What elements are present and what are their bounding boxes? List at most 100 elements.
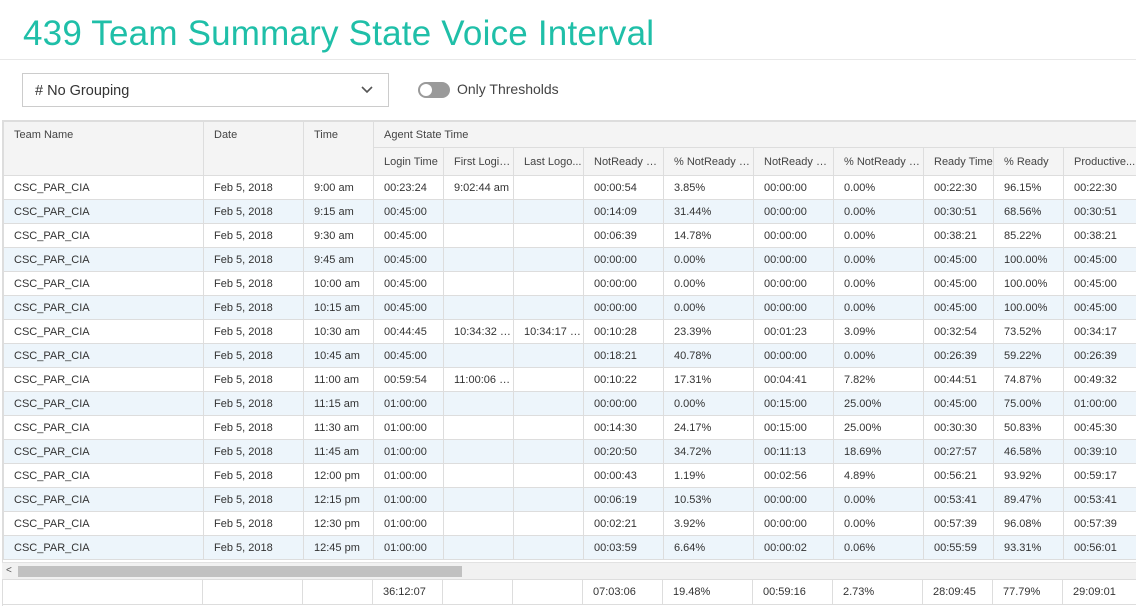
table-cell: 96.08% (994, 512, 1064, 536)
table-cell (444, 464, 514, 488)
table-cell: 0.00% (664, 272, 754, 296)
column-header[interactable]: Login Time (374, 148, 444, 176)
table-cell: 31.44% (664, 200, 754, 224)
column-header[interactable]: First Login... (444, 148, 514, 176)
table-cell: 0.00% (834, 176, 924, 200)
table-cell (514, 176, 584, 200)
column-header[interactable]: Team Name (4, 122, 204, 176)
table-cell: 00:30:51 (924, 200, 994, 224)
table-cell: 11:00 am (304, 368, 374, 392)
table-cell: 7.82% (834, 368, 924, 392)
table-cell: 3.09% (834, 320, 924, 344)
table-cell: 00:45:00 (374, 344, 444, 368)
total-cell (443, 580, 513, 605)
group-header: Agent State Time (374, 122, 1136, 148)
total-cell (203, 580, 303, 605)
column-header[interactable]: NotReady Pr... (754, 148, 834, 176)
table-cell: 00:56:01 (1064, 536, 1136, 560)
table-cell: 00:10:22 (584, 368, 664, 392)
table-cell: 00:00:00 (754, 248, 834, 272)
grouping-dropdown[interactable]: # No Grouping (22, 73, 389, 107)
column-header[interactable]: Productive... (1064, 148, 1136, 176)
column-header[interactable]: % NotReady Pr... (834, 148, 924, 176)
table-cell: Feb 5, 2018 (204, 536, 304, 560)
table-cell: CSC_PAR_CIA (4, 464, 204, 488)
table-cell: 00:44:45 (374, 320, 444, 344)
table-cell: 00:18:21 (584, 344, 664, 368)
table-cell: 12:45 pm (304, 536, 374, 560)
scroll-thumb[interactable] (18, 566, 462, 577)
table-cell: 10:30 am (304, 320, 374, 344)
column-header[interactable]: Date (204, 122, 304, 176)
total-cell: 36:12:07 (373, 580, 443, 605)
table-cell (444, 392, 514, 416)
column-header[interactable]: % Ready (994, 148, 1064, 176)
table-cell: 00:11:13 (754, 440, 834, 464)
table-cell: Feb 5, 2018 (204, 248, 304, 272)
table-cell: 00:00:00 (754, 272, 834, 296)
table-cell: 01:00:00 (374, 512, 444, 536)
column-header[interactable]: Ready Time (924, 148, 994, 176)
column-header[interactable]: NotReady N... (584, 148, 664, 176)
column-header[interactable]: Time (304, 122, 374, 176)
table-cell: 00:23:24 (374, 176, 444, 200)
table-cell (444, 296, 514, 320)
table-cell: 00:26:39 (924, 344, 994, 368)
table-cell: 01:00:00 (374, 536, 444, 560)
table-cell: CSC_PAR_CIA (4, 344, 204, 368)
table-cell (444, 488, 514, 512)
table-cell (514, 224, 584, 248)
scroll-left-arrow-icon[interactable]: < (6, 565, 12, 576)
table-cell: 74.87% (994, 368, 1064, 392)
table-cell: 100.00% (994, 248, 1064, 272)
table-cell: 0.00% (664, 392, 754, 416)
table-cell: 00:00:00 (584, 272, 664, 296)
column-header[interactable]: % NotReady N... (664, 148, 754, 176)
only-thresholds-toggle[interactable] (418, 82, 450, 98)
table-cell: 00:26:39 (1064, 344, 1136, 368)
table-cell: 3.92% (664, 512, 754, 536)
table-cell: 0.06% (834, 536, 924, 560)
horizontal-scrollbar[interactable]: < (2, 562, 1136, 579)
table-cell (444, 272, 514, 296)
table-cell: 00:45:00 (374, 296, 444, 320)
table-cell: 9:45 am (304, 248, 374, 272)
table-cell: 00:00:00 (584, 296, 664, 320)
table-cell: 18.69% (834, 440, 924, 464)
table-cell: 00:22:30 (1064, 176, 1136, 200)
table-cell: 10:45 am (304, 344, 374, 368)
table-cell: 00:00:00 (754, 488, 834, 512)
total-cell: 2.73% (833, 580, 923, 605)
table-cell: 00:00:00 (584, 392, 664, 416)
table-cell: 14.78% (664, 224, 754, 248)
column-header[interactable]: Last Logo... (514, 148, 584, 176)
table-cell: 00:15:00 (754, 392, 834, 416)
table-cell: 93.31% (994, 536, 1064, 560)
table-cell (514, 296, 584, 320)
table-cell (444, 416, 514, 440)
table-cell: 00:01:23 (754, 320, 834, 344)
table-cell: 25.00% (834, 392, 924, 416)
table-cell: 23.39% (664, 320, 754, 344)
table-cell: Feb 5, 2018 (204, 176, 304, 200)
table-cell: 00:45:00 (924, 392, 994, 416)
table-cell: Feb 5, 2018 (204, 320, 304, 344)
table-cell: 11:45 am (304, 440, 374, 464)
